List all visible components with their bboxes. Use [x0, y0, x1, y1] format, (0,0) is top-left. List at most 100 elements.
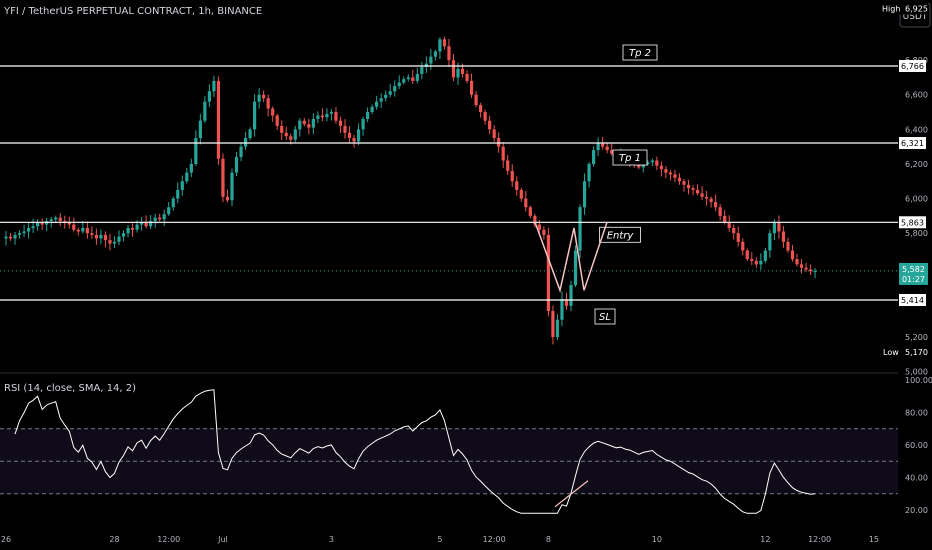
candle-body	[677, 177, 682, 182]
candle-body	[705, 196, 709, 199]
candle-body	[808, 269, 813, 272]
candle-body	[650, 160, 654, 163]
level-tag-label: Entry	[607, 230, 635, 241]
rsi-line	[14, 389, 816, 514]
level-tag-label: Tp 1	[619, 153, 641, 164]
time-tick-label: Jul	[217, 535, 228, 544]
time-tick-label: 3	[329, 535, 334, 544]
candle-body	[686, 184, 691, 189]
candle-body	[479, 105, 483, 113]
time-tick-label: 12	[760, 535, 770, 544]
candle-body	[397, 82, 401, 87]
time-tick-label: 5	[437, 535, 442, 544]
rsi-divergence-line	[554, 480, 589, 508]
candle-body	[280, 125, 284, 133]
time-tick-label: 15	[869, 535, 879, 544]
time-tick-label: 12:00	[157, 535, 180, 544]
candle-body	[700, 193, 704, 197]
double-bottom-pattern	[534, 222, 608, 293]
rsi-tick-label: 100.00	[905, 376, 932, 385]
candle-body	[560, 298, 564, 320]
candle-body	[533, 215, 537, 225]
candle-body	[795, 259, 799, 265]
level-price-badge-label: 5,863	[901, 218, 924, 227]
candle-body	[189, 163, 193, 173]
candle-body	[257, 94, 261, 102]
candle-body	[271, 108, 275, 116]
candle-body	[388, 91, 392, 95]
low-badge	[880, 346, 928, 359]
level-tag-label: Tp 2	[629, 48, 651, 59]
high-badge	[880, 2, 928, 15]
candle-body	[442, 39, 447, 47]
candle-body	[673, 174, 677, 178]
candle-body	[506, 160, 510, 171]
candle-body	[176, 189, 180, 199]
candle-body	[411, 77, 415, 81]
candle-body	[384, 94, 388, 99]
candle-body	[212, 80, 216, 92]
price-tick-label: 6,600	[905, 91, 928, 100]
price-tick-label: 5,800	[905, 229, 928, 238]
candle-body	[167, 207, 171, 215]
candle-body	[542, 229, 546, 235]
candle-body	[90, 233, 94, 235]
candle-body	[307, 124, 311, 128]
candle-body	[76, 229, 80, 232]
time-tick-label: 28	[109, 535, 119, 544]
candle-body	[243, 138, 248, 147]
candle-body	[361, 118, 365, 130]
candle-body	[67, 222, 71, 225]
candle-body	[289, 136, 293, 140]
pattern-layer	[534, 222, 608, 293]
candle-body	[664, 169, 668, 173]
candle-body	[284, 132, 288, 137]
candle-body	[266, 98, 270, 109]
candle-body	[564, 298, 569, 306]
level-price-badge	[899, 294, 926, 306]
candle-body	[460, 68, 465, 74]
candle-body	[732, 228, 736, 234]
candle-body	[216, 80, 221, 159]
candle-body	[149, 221, 153, 227]
candle-body	[691, 188, 695, 190]
candle-body	[727, 222, 731, 228]
candle-body	[420, 67, 424, 74]
candle-body	[695, 189, 700, 194]
price-tick-label: 6,400	[905, 125, 928, 134]
currency-button-label[interactable]: USDT	[903, 12, 928, 22]
candle-body	[103, 234, 108, 241]
candle-body	[781, 231, 786, 242]
candle-body	[637, 163, 641, 168]
level-price-badge-label: 6,321	[901, 139, 924, 148]
candle-body	[474, 94, 478, 106]
candle-body	[379, 98, 383, 102]
last-price-badge-value: 5,582	[902, 265, 925, 274]
candle-body	[262, 94, 266, 99]
candle-body	[162, 214, 166, 220]
last-price-countdown: 01:27	[902, 275, 925, 284]
high-badge-value: 6,925	[905, 4, 928, 13]
candle-body	[610, 150, 614, 154]
candle-body	[352, 138, 356, 142]
candle-body	[488, 120, 492, 130]
candle-body	[497, 138, 501, 147]
candle-body	[253, 101, 257, 130]
candle-body	[158, 217, 162, 220]
high-badge-label: High	[882, 4, 900, 13]
candle-body	[275, 115, 279, 126]
candle-body	[343, 125, 347, 133]
candle-body	[185, 172, 189, 182]
last-price-badge	[899, 262, 928, 285]
candle-body	[203, 101, 207, 121]
rsi-layer	[0, 389, 898, 514]
candle-body	[754, 260, 758, 265]
candle-body	[813, 270, 817, 272]
candle-body	[58, 217, 62, 222]
level-tag	[594, 308, 616, 325]
candle-body	[429, 56, 433, 64]
rsi-tick-label: 40.00	[905, 474, 928, 483]
time-tick-label: 10	[652, 535, 662, 544]
